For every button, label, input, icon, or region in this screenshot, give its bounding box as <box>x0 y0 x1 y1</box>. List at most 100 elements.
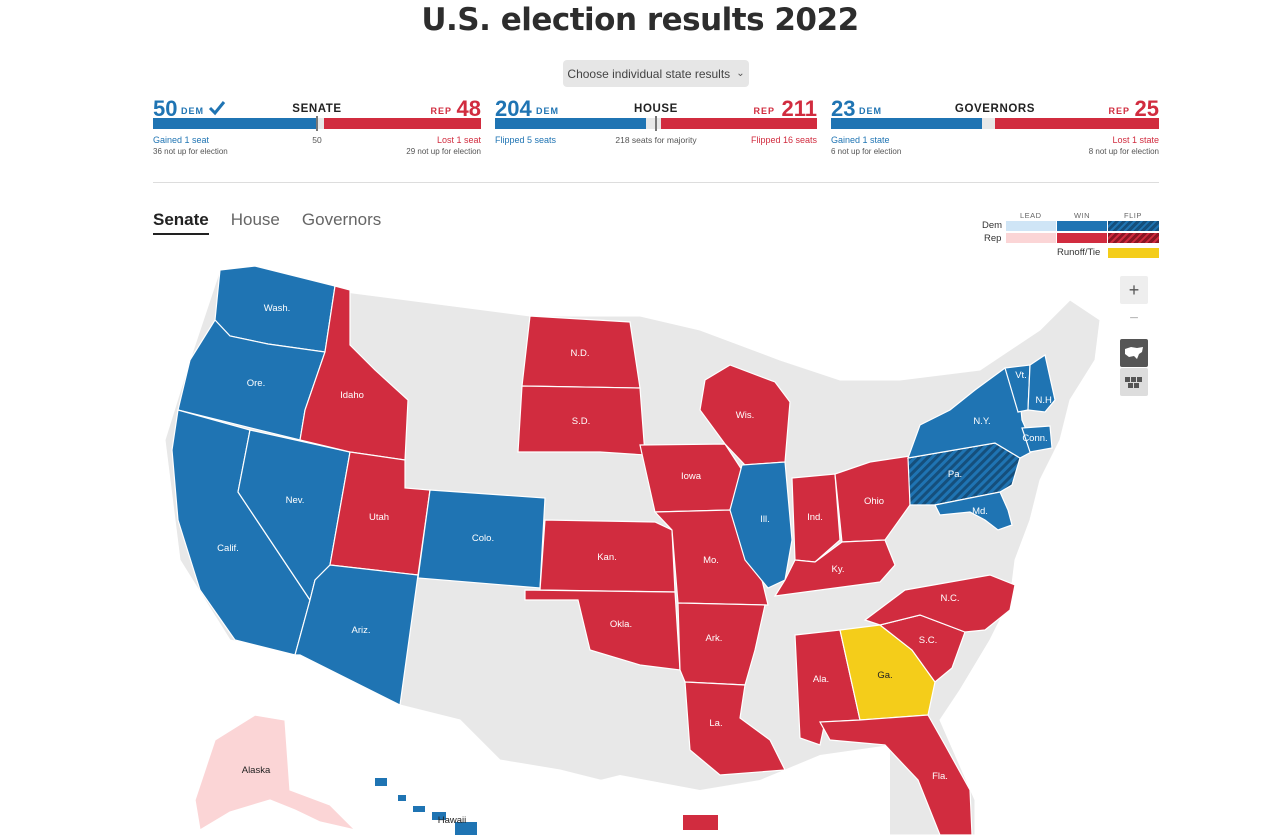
state-label: Mo. <box>703 555 719 566</box>
state-label: Md. <box>972 506 988 517</box>
state-kan[interactable] <box>539 519 676 593</box>
house-summary: 204 DEM HOUSE REP 211 Flipped 5 seats 21… <box>495 96 817 166</box>
state-label: Conn. <box>1022 433 1047 444</box>
house-dem-label: DEM <box>536 106 559 116</box>
state-labels: Wash. Ore. Calif. Nev. Idaho Utah Ariz. Colo. N.… <box>217 303 1054 826</box>
state-label: Idaho <box>340 390 364 401</box>
state-ill[interactable] <box>729 461 793 589</box>
zoom-in-button[interactable]: + <box>1120 276 1148 304</box>
senate-chamber-title: SENATE <box>292 103 342 115</box>
tab-senate[interactable]: Senate <box>153 210 209 235</box>
state-okla[interactable] <box>524 589 681 671</box>
state-label: Vt. <box>1015 370 1027 381</box>
tab-house[interactable]: House <box>230 210 280 229</box>
state-results-dropdown-label: Choose individual state results <box>567 66 731 81</box>
state-ny[interactable] <box>907 367 1036 459</box>
legend-col-lead: LEAD <box>1020 211 1042 220</box>
state-label: Ala. <box>813 674 829 685</box>
house-dem-note: Flipped 5 seats <box>495 135 557 145</box>
tab-governors[interactable]: Governors <box>301 210 382 229</box>
state-label: N.Y. <box>973 416 990 427</box>
state-md[interactable] <box>934 491 1013 531</box>
governors-chamber-title: GOVERNORS <box>954 103 1036 115</box>
legend-row-dem: Dem <box>982 220 1003 231</box>
state-label: Ky. <box>831 564 844 575</box>
governors-dem-count: 23 <box>831 96 856 121</box>
state-label: Calif. <box>217 543 239 554</box>
state-label: Ind. <box>807 512 823 523</box>
senate-rep-note: Lost 1 seat <box>436 135 481 145</box>
state-hawaii[interactable] <box>375 778 477 835</box>
governors-dem-bar <box>831 118 982 129</box>
state-label: Colo. <box>472 533 494 544</box>
state-label: Ore. <box>247 378 265 389</box>
senate-dem-sub: 36 not up for election <box>153 147 228 156</box>
zoom-out-button[interactable]: − <box>1120 305 1148 333</box>
state-label: S.D. <box>572 416 590 427</box>
house-rep-count: 211 <box>781 96 818 121</box>
governors-rep-count: 25 <box>1134 96 1159 121</box>
state-label: Ga. <box>877 670 892 681</box>
senate-dem-bar <box>153 118 317 129</box>
state-label: N.C. <box>941 593 960 604</box>
governors-rep-note: Lost 1 state <box>1112 135 1159 145</box>
house-center-note: 218 seats for majority <box>615 135 697 145</box>
state-label: Wash. <box>264 303 291 314</box>
state-label: N.H. <box>1036 395 1055 406</box>
state-label: S.C. <box>919 635 937 646</box>
governors-rep-bar <box>995 118 1159 129</box>
state-label: Alaska <box>242 765 271 776</box>
state-label: Hawaii <box>438 815 467 826</box>
checkmark-icon <box>208 101 226 116</box>
senate-majority-marker <box>316 116 318 131</box>
state-nh[interactable] <box>1027 354 1056 413</box>
senate-summary: 50 DEM SENATE REP 48 Gained 1 seat 36 no… <box>153 96 481 166</box>
state-sd[interactable] <box>517 385 646 456</box>
us-map-icon[interactable] <box>1120 339 1148 367</box>
state-ind[interactable] <box>791 473 841 563</box>
state-ky[interactable] <box>773 539 896 597</box>
senate-dem-label: DEM <box>181 106 204 116</box>
legend-dem-win-swatch <box>1057 221 1107 231</box>
legend-rep-win-swatch <box>1057 233 1107 243</box>
legend-col-flip: FLIP <box>1124 211 1142 220</box>
legend-col-win: WIN <box>1074 211 1091 220</box>
house-dem-bar <box>495 118 647 129</box>
state-label: Ill. <box>760 514 770 525</box>
section-divider <box>153 182 1159 183</box>
senate-rep-label: REP <box>430 106 452 116</box>
legend-rep-flip-swatch <box>1108 233 1159 243</box>
state-ariz[interactable] <box>294 564 419 706</box>
chevron-down-icon: ⌄ <box>736 68 745 79</box>
senate-dem-note: Gained 1 seat <box>153 135 210 145</box>
governors-summary: 23 DEM GOVERNORS REP 25 Gained 1 state 6… <box>831 96 1159 166</box>
state-label: La. <box>709 718 722 729</box>
house-majority-marker <box>655 116 657 131</box>
senate-rep-sub: 29 not up for election <box>406 147 481 156</box>
state-conn[interactable] <box>1021 425 1053 453</box>
state-label: N.D. <box>571 348 590 359</box>
state-la[interactable] <box>684 681 786 776</box>
governors-dem-note: Gained 1 state <box>831 135 890 145</box>
states-grid-icon[interactable] <box>1120 368 1148 396</box>
governors-rep-sub: 8 not up for election <box>1088 147 1159 156</box>
state-nc[interactable] <box>863 574 1016 633</box>
state-results-dropdown[interactable]: Choose individual state results ⌄ <box>563 60 749 87</box>
map-legend: LEAD WIN FLIP Dem Rep Runoff/Tie <box>976 208 1161 264</box>
state-fla[interactable] <box>819 714 973 835</box>
house-rep-note: Flipped 16 seats <box>750 135 817 145</box>
state-label: Fla. <box>932 771 948 782</box>
governors-dem-label: DEM <box>859 106 882 116</box>
legend-runoff-label: Runoff/Tie <box>1057 247 1101 258</box>
house-rep-bar <box>660 118 817 129</box>
state-label: Ariz. <box>352 625 371 636</box>
legend-dem-flip-swatch <box>1108 221 1159 231</box>
state-alaska[interactable] <box>194 714 357 832</box>
gulf-water <box>560 745 890 835</box>
state-label: Utah <box>369 512 389 523</box>
legend-rep-lead-swatch <box>1006 233 1056 243</box>
state-label: Ohio <box>864 496 884 507</box>
race-tabs: Senate House Governors <box>153 210 381 235</box>
puerto-rico <box>683 815 718 830</box>
